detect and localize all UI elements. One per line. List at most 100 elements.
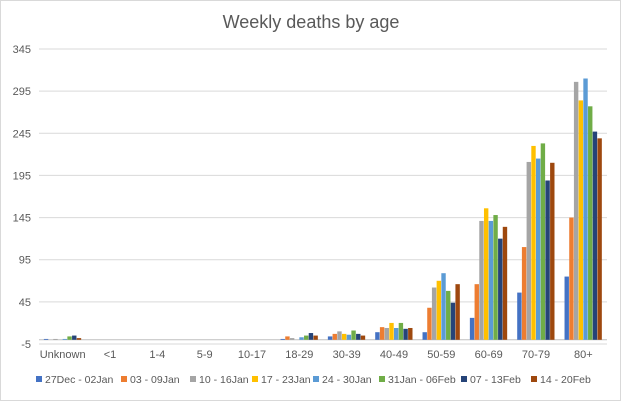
x-tick-label: <1 [104, 349, 117, 361]
legend-label: 03 - 09Jan [130, 374, 180, 386]
bar-30-39-07-13feb [356, 333, 361, 340]
bar-70-79-17-23jan [531, 145, 536, 340]
y-tick-label: 145 [13, 213, 31, 225]
bars [43, 78, 602, 340]
bar-30-39-03-09jan [332, 333, 337, 340]
y-tick-label: 345 [13, 44, 31, 56]
bar-70-79-24-30jan [536, 158, 541, 340]
x-tick-label: 50-59 [427, 349, 455, 361]
bar-unknown-24-30jan [62, 338, 68, 340]
bar-80-03-09jan [569, 217, 574, 340]
bar-30-39-31jan-06feb [351, 330, 356, 340]
bar-70-79-31jan-06feb [540, 143, 546, 340]
legend-swatch-10-16jan [190, 376, 196, 382]
bar-50-59-03-09jan [427, 307, 432, 340]
bar-40-49-17-23jan [389, 322, 394, 340]
legend-swatch-03-09jan [121, 376, 127, 382]
bar-18-29-31jan-06feb [304, 335, 309, 340]
bar-unknown-31jan-06feb [67, 336, 72, 340]
gridlines [39, 48, 607, 345]
bar-70-79-03-09jan [521, 247, 527, 340]
bar-40-49-27dec-02jan [375, 332, 380, 340]
bar-60-69-14-20feb [502, 226, 508, 340]
bar-70-79-10-16jan [526, 161, 531, 340]
bar-50-59-10-16jan [431, 287, 437, 340]
x-axis-ticks: Unknown <1 1-4 5-9 10-17 18-29 30-39 40-49 50-59… [40, 349, 593, 361]
legend-label: 07 - 13Feb [470, 374, 521, 386]
y-tick-label: 95 [19, 255, 31, 267]
bar-50-59-17-23jan [436, 280, 442, 340]
x-tick-label: 70-79 [522, 349, 550, 361]
legend: 27Dec - 02Jan 03 - 09Jan 10 - 16Jan 17 - 23… [36, 374, 591, 386]
bar-30-39-10-16jan [337, 331, 342, 340]
x-tick-label: 5-9 [197, 349, 213, 361]
x-tick-label: 1-4 [149, 349, 165, 361]
x-tick-label: 10-17 [238, 349, 266, 361]
bar-40-49-14-20feb [408, 327, 413, 340]
bar-60-69-03-09jan [474, 284, 479, 340]
y-tick-label: 45 [19, 297, 31, 309]
x-tick-label: 80+ [574, 349, 593, 361]
bar-60-69-10-16jan [479, 220, 484, 340]
bar-60-69-27dec-02jan [469, 317, 475, 340]
bar-80-07-13feb [592, 131, 598, 340]
legend-label: 14 - 20Feb [540, 374, 591, 386]
bar-60-69-17-23jan [483, 208, 489, 340]
bar-80-27dec-02jan [564, 276, 569, 340]
legend-label: 31Jan - 06Feb [388, 374, 456, 386]
legend-swatch-27dec-02jan [36, 376, 42, 382]
bar-40-49-03-09jan [379, 327, 385, 340]
legend-swatch-14-20feb [531, 376, 537, 382]
bar-80-24-30jan [583, 78, 588, 340]
y-tick-label: 195 [13, 170, 31, 182]
legend-swatch-31jan-06feb [379, 376, 385, 382]
bar-40-49-07-13feb [403, 328, 408, 340]
bar-40-49-31jan-06feb [398, 322, 404, 340]
bar-18-29-07-13feb [308, 333, 314, 340]
bar-18-29-14-20feb [313, 335, 318, 340]
x-tick-label: 40-49 [380, 349, 408, 361]
bar-70-79-27dec-02jan [517, 292, 522, 340]
y-axis-ticks: -5 45 95 145 195 245 295 345 [13, 44, 31, 351]
x-tick-label: Unknown [40, 349, 86, 361]
bar-80-14-20feb [597, 138, 602, 340]
bar-70-79-07-13feb [545, 180, 550, 340]
bar-30-39-27dec-02jan [327, 336, 333, 340]
legend-label: 17 - 23Jan [261, 374, 311, 386]
bar-30-39-14-20feb [360, 335, 366, 340]
bar-60-69-24-30jan [488, 220, 494, 340]
bar-50-59-27dec-02jan [422, 332, 427, 340]
bar-18-29-27dec-02jan [280, 338, 285, 340]
bar-50-59-24-30jan [441, 273, 446, 340]
bar-80-31jan-06feb [588, 106, 593, 340]
bar-80-10-16jan [573, 81, 579, 340]
x-tick-label: 60-69 [475, 349, 503, 361]
legend-label: 10 - 16Jan [199, 374, 249, 386]
bar-30-39-24-30jan [346, 334, 352, 340]
bar-50-59-07-13feb [450, 302, 456, 340]
bar-unknown-10-16jan [53, 338, 58, 340]
bar-50-59-14-20feb [455, 284, 460, 340]
bar-40-49-10-16jan [384, 327, 389, 340]
y-tick-label: 295 [13, 86, 31, 98]
bar-60-69-31jan-06feb [493, 215, 498, 340]
bar-40-49-24-30jan [394, 327, 399, 340]
bar-70-79-14-20feb [550, 162, 555, 340]
legend-label: 27Dec - 02Jan [45, 374, 113, 386]
bar-50-59-31jan-06feb [446, 290, 451, 340]
bar-unknown-27dec-02jan [43, 338, 49, 340]
legend-swatch-24-30jan [313, 376, 319, 382]
bar-18-29-10-16jan [289, 338, 295, 340]
bar-18-29-24-30jan [299, 337, 304, 340]
bar-60-69-07-13feb [498, 238, 503, 340]
x-tick-label: 30-39 [333, 349, 361, 361]
legend-swatch-17-23jan [252, 376, 258, 382]
legend-label: 24 - 30Jan [322, 374, 372, 386]
chart-title: Weekly deaths by age [223, 12, 400, 32]
bar-80-17-23jan [578, 100, 584, 340]
bar-unknown-14-20feb [76, 338, 82, 340]
bar-unknown-07-13feb [72, 335, 77, 340]
bar-18-29-03-09jan [285, 336, 290, 340]
